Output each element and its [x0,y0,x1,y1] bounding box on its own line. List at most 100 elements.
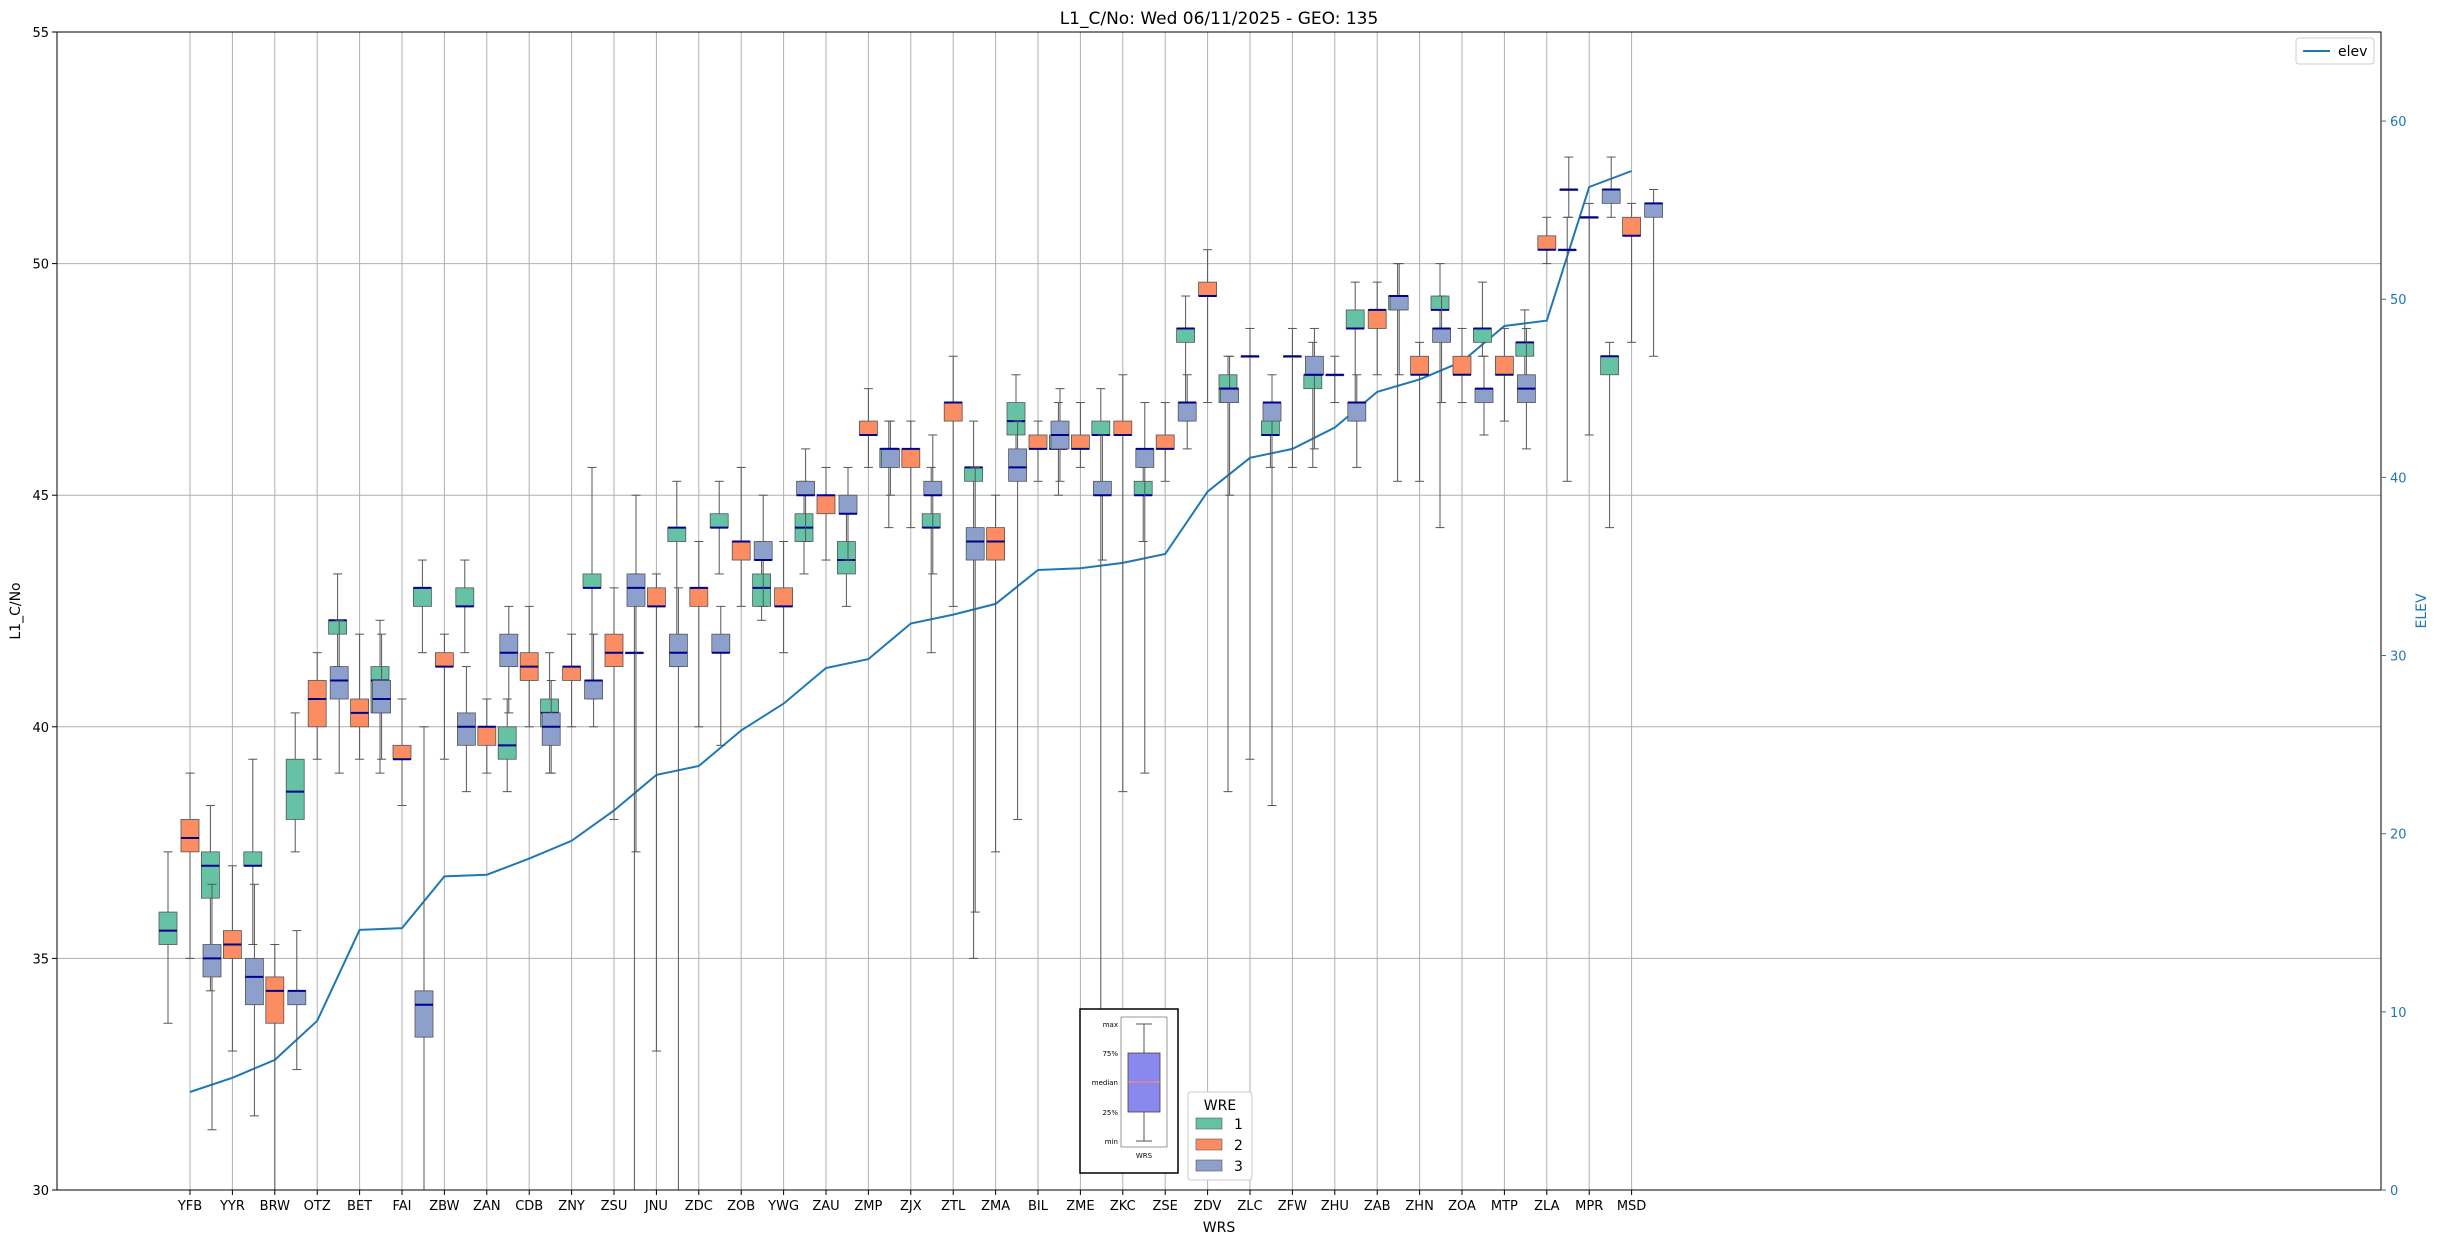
box-wre3 [1305,327,1324,450]
x-tick-label: ZAB [1364,1199,1391,1214]
wre-legend-swatch-1 [1195,1117,1223,1130]
box-wre2 [307,652,327,760]
inset-inner-frame [1120,1016,1168,1148]
elev-legend[interactable]: elev [2295,37,2375,65]
x-tick-label: ZAN [473,1199,501,1214]
box-wre3 [329,619,349,774]
y2-tick-label: 10 [2390,1006,2407,1021]
x-tick-label: ZMA [981,1199,1010,1214]
x-tick-label: ZHU [1321,1199,1349,1214]
x-tick-label: ZDC [685,1199,713,1214]
box-wre3 [456,666,476,793]
x-tick-label: ZKC [1110,1199,1136,1214]
box-iqr [752,573,771,607]
box-iqr [392,744,412,760]
box-wre2 [1537,216,1557,265]
box-wre3 [881,420,900,496]
box-wre3 [1135,402,1155,774]
x-tick-label: MSD [1617,1199,1646,1214]
box-iqr [689,587,709,607]
box-iqr [1432,328,1451,343]
wre-legend-label-3: 3 [1234,1159,1243,1175]
box-wre1 [243,758,263,946]
box-wre3 [541,679,561,774]
y2-tick-label: 50 [2390,293,2407,308]
box-wre2 [943,355,963,607]
x-tick-label: ZOB [727,1199,755,1214]
box-iqr [1155,434,1175,450]
box-wre1 [582,466,602,700]
inset-label-75: 75% [1102,1050,1118,1058]
x-tick-label: FAI [392,1199,411,1214]
box-wre1 [1133,466,1153,543]
box-wre1 [625,573,644,1191]
box-iqr [667,527,687,542]
box-iqr [1303,374,1323,390]
x-tick-label: MTP [1491,1199,1518,1214]
box-iqr [1220,388,1239,403]
box-wre3 [1177,374,1197,450]
box-wre3 [584,633,603,728]
box-iqr [1006,402,1026,436]
box-iqr [626,573,646,607]
x-tick-label: ZLC [1237,1199,1262,1214]
box-wre3 [626,494,646,853]
box-wre2 [519,605,539,728]
x-tick-label: YWG [767,1199,799,1214]
box-wre2 [1198,249,1217,404]
x-tick-label: YFB [177,1199,202,1214]
box-iqr [796,480,815,496]
box-wre1 [1345,281,1365,422]
box-iqr [1389,295,1409,311]
box-wre2 [859,388,878,468]
box-iqr [1410,355,1429,376]
box-wre2 [647,573,666,1052]
box-iqr [265,976,285,1024]
box-iqr [582,573,602,589]
box-iqr [1622,216,1641,237]
box-iqr [455,587,475,607]
right-axis: 0 10 20 30 40 50 60 [2381,115,2407,1199]
box-wre3 [1601,156,1621,218]
wre-legend-title: WRE [1204,1098,1236,1114]
box-iqr [285,758,305,820]
box-iqr [604,633,624,667]
box-iqr [1495,355,1514,376]
box-wre3 [1432,295,1451,404]
elev-legend-label: elev [2338,44,2367,60]
box-wre2 [180,772,200,959]
box-wre1 [709,480,729,575]
box-wre2 [731,466,751,607]
left-axis: 30 35 40 45 50 55 [32,26,57,1199]
box-wre1 [1600,341,1619,529]
box-iqr [477,726,497,746]
box-iqr [328,619,348,635]
box-wre2 [774,541,793,654]
box-wre3 [244,883,264,1117]
box-iqr [837,541,856,575]
box-wre2 [689,541,709,728]
box-wre3 [1474,355,1494,436]
box-iqr [200,851,220,899]
x-tick-label: OTZ [304,1199,331,1214]
x-tick-label: BET [347,1199,372,1214]
x-tick-label: ZMP [854,1199,882,1214]
y2-tick-label: 30 [2390,650,2407,665]
box-iqr [774,587,793,607]
x-tick-label: ZOA [1448,1199,1476,1214]
wre-legend-label-2: 2 [1234,1138,1243,1154]
x-tick-label: ZJX [900,1199,922,1214]
y2-axis-title: ELEV [2414,593,2430,628]
box-wre3 [1517,327,1536,450]
box-iqr [499,633,519,667]
box-wre3 [1262,374,1282,807]
box-wre1 [1515,309,1535,390]
x-tick-label: BIL [1028,1199,1049,1214]
box-iqr [497,726,517,760]
y2-tick-label: 40 [2390,471,2407,486]
inset-label-median: median [1092,1079,1118,1087]
box-iqr [943,402,963,422]
wre-legend[interactable]: WRE 1 2 3 [1187,1091,1253,1181]
box-iqr [923,480,943,496]
